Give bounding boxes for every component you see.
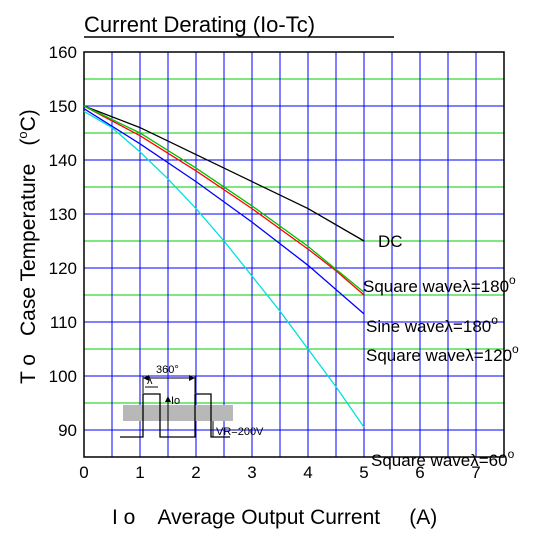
y-tick-label: 150	[49, 97, 77, 116]
chart-title: Current Derating (Io-Tc)	[84, 12, 315, 37]
series-label: Square waveλ=60o	[371, 447, 515, 470]
x-tick-label: 3	[247, 463, 256, 482]
waveform-inset: 360° λ Io VR=200V	[120, 364, 264, 438]
x-tick-label: 2	[191, 463, 200, 482]
series-label: DC	[378, 232, 403, 251]
svg-text:T oCase Temperature(oC): T o Case Temperature (oC)	[15, 109, 40, 384]
y-axis-symbol: T o	[17, 354, 40, 384]
y-tick-label: 120	[49, 259, 77, 278]
y-axis-name: Case Temperature	[17, 164, 40, 336]
x-tick-label: 5	[359, 463, 368, 482]
inset-lambda-label: λ	[147, 375, 153, 387]
inset-period-arrowhead-left	[143, 375, 149, 381]
y-axis-unit-rest: C)	[17, 109, 40, 131]
series-label: Square waveλ=120o	[366, 342, 519, 365]
y-axis-unit-degree: o	[15, 131, 30, 138]
y-tick-label: 130	[49, 205, 77, 224]
inset-current-arrowhead	[165, 396, 171, 402]
series-line	[83, 105, 365, 296]
x-tick-label: 0	[79, 463, 88, 482]
y-tick-label: 110	[50, 313, 77, 332]
inset-waveform	[120, 393, 230, 438]
x-axis-label: I o Average Output Current (A)	[112, 506, 437, 529]
x-tick-label: 7	[471, 463, 480, 482]
y-axis-label: T o Case Temperature (oC)	[15, 109, 40, 384]
x-tick-label: 6	[415, 463, 424, 482]
y-tick-label: 100	[49, 367, 77, 386]
series-line	[83, 105, 365, 242]
series-line	[83, 110, 365, 428]
ticks-layer: 0 1 2 3 4 5 6 7 90 100 110 120 130 140 150 160	[49, 43, 481, 482]
inset-period-arrowhead-right	[189, 375, 195, 381]
series-labels: DC Square waveλ=180o Sine waveλ=180o Square…	[363, 232, 519, 470]
y-tick-label: 140	[49, 151, 77, 170]
series-line	[83, 108, 365, 315]
series-label: Square waveλ=180o	[363, 273, 516, 296]
y-tick-label: 90	[58, 421, 77, 440]
y-axis-unit-open: (	[17, 139, 40, 146]
plot-frame	[83, 51, 505, 458]
series-layer	[83, 105, 365, 428]
x-tick-label: 4	[303, 463, 312, 482]
inset-voltage-label: VR=200V	[216, 426, 264, 438]
series-line	[83, 105, 365, 293]
x-tick-label: 1	[135, 463, 144, 482]
series-label: Sine waveλ=180o	[366, 313, 498, 336]
y-tick-label: 160	[49, 43, 77, 62]
inset-current-label: Io	[171, 395, 180, 407]
inset-band	[123, 405, 233, 421]
inset-angle-label: 360°	[156, 364, 179, 376]
